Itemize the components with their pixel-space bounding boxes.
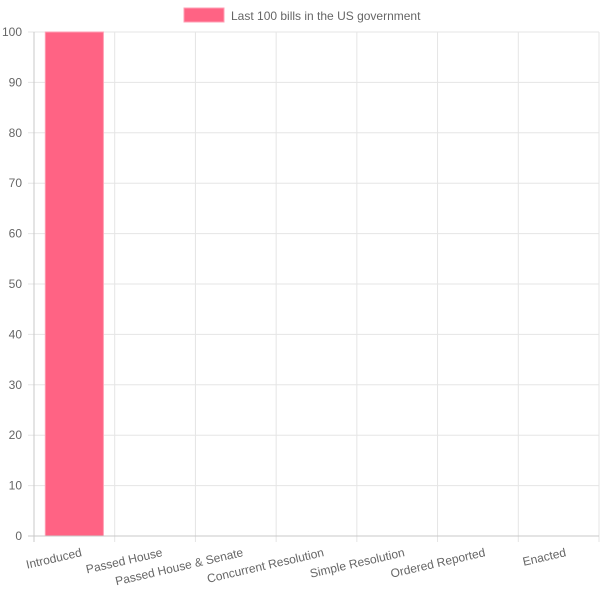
y-tick-label: 50 — [9, 277, 23, 291]
legend-swatch — [183, 7, 225, 23]
axes — [28, 32, 599, 542]
bars — [44, 31, 104, 537]
y-tick-label: 90 — [9, 75, 23, 89]
x-tick-label: Introduced — [25, 545, 83, 571]
y-tick-label: 30 — [9, 378, 23, 392]
x-tick-label: Enacted — [521, 545, 567, 569]
bar-introduced[interactable] — [44, 31, 104, 537]
legend[interactable]: Last 100 bills in the US government — [183, 7, 421, 23]
y-axis-ticks: 0 10 20 30 40 50 60 70 80 90 100 — [2, 25, 22, 543]
y-tick-label: 60 — [9, 227, 23, 241]
y-tick-label: 70 — [9, 176, 23, 190]
y-tick-label: 100 — [2, 25, 22, 39]
y-tick-label: 80 — [9, 126, 23, 140]
y-tick-label: 10 — [9, 479, 23, 493]
y-tick-label: 40 — [9, 327, 23, 341]
grid — [28, 31, 600, 542]
y-tick-label: 20 — [9, 428, 23, 442]
y-tick-label: 0 — [15, 529, 22, 543]
legend-label: Last 100 bills in the US government — [231, 9, 421, 23]
